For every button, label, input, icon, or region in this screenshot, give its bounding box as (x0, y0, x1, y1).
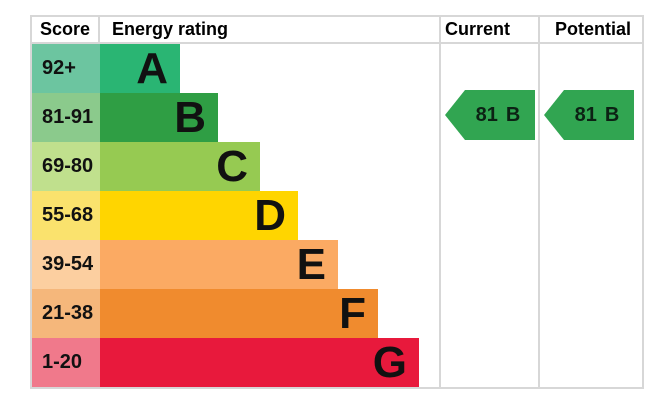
score-column-header: Score (32, 17, 100, 42)
energy-rating-column-header: Energy rating (112, 19, 229, 39)
rating-row-b: 81-91 B (32, 93, 642, 142)
current-column-divider (439, 17, 441, 387)
table-header-row: Score Energy rating Current Potential (32, 17, 642, 44)
rating-row-e: 39-54 E (32, 240, 642, 289)
epc-table: Score Energy rating Current Potential 92… (30, 15, 644, 389)
rating-bar-c: C (100, 142, 260, 191)
rating-bar-b: B (100, 93, 218, 142)
score-range-b: 81-91 (32, 93, 100, 142)
potential-rating-score: 81 (574, 103, 597, 126)
potential-column-divider (538, 17, 540, 387)
score-range-c: 69-80 (32, 142, 100, 191)
score-range-f: 21-38 (32, 289, 100, 338)
rating-row-a: 92+ A (32, 44, 642, 93)
current-rating-band: B (505, 103, 521, 126)
current-rating-arrow: 81 B (445, 90, 535, 140)
current-column-header: Current (444, 19, 510, 39)
potential-column-header: Potential (554, 19, 631, 39)
rating-row-g: 1-20 G (32, 338, 642, 387)
current-rating-score: 81 (475, 103, 498, 126)
score-range-a: 92+ (32, 44, 100, 93)
rating-row-f: 21-38 F (32, 289, 642, 338)
rating-rows: 92+ A 81-91 B 69-80 C 55-68 D 39-54 E 21-38 F 1-20 G (32, 44, 642, 387)
potential-rating-arrow: 81 B (544, 90, 634, 140)
rating-bar-d: D (100, 191, 298, 240)
rating-bar-g: G (100, 338, 419, 387)
rating-row-d: 55-68 D (32, 191, 642, 240)
potential-rating-band: B (604, 103, 620, 126)
rating-bar-f: F (100, 289, 378, 338)
score-range-g: 1-20 (32, 338, 100, 387)
score-range-d: 55-68 (32, 191, 100, 240)
rating-bar-e: E (100, 240, 338, 289)
rating-bar-a: A (100, 44, 180, 93)
rating-row-c: 69-80 C (32, 142, 642, 191)
score-range-e: 39-54 (32, 240, 100, 289)
